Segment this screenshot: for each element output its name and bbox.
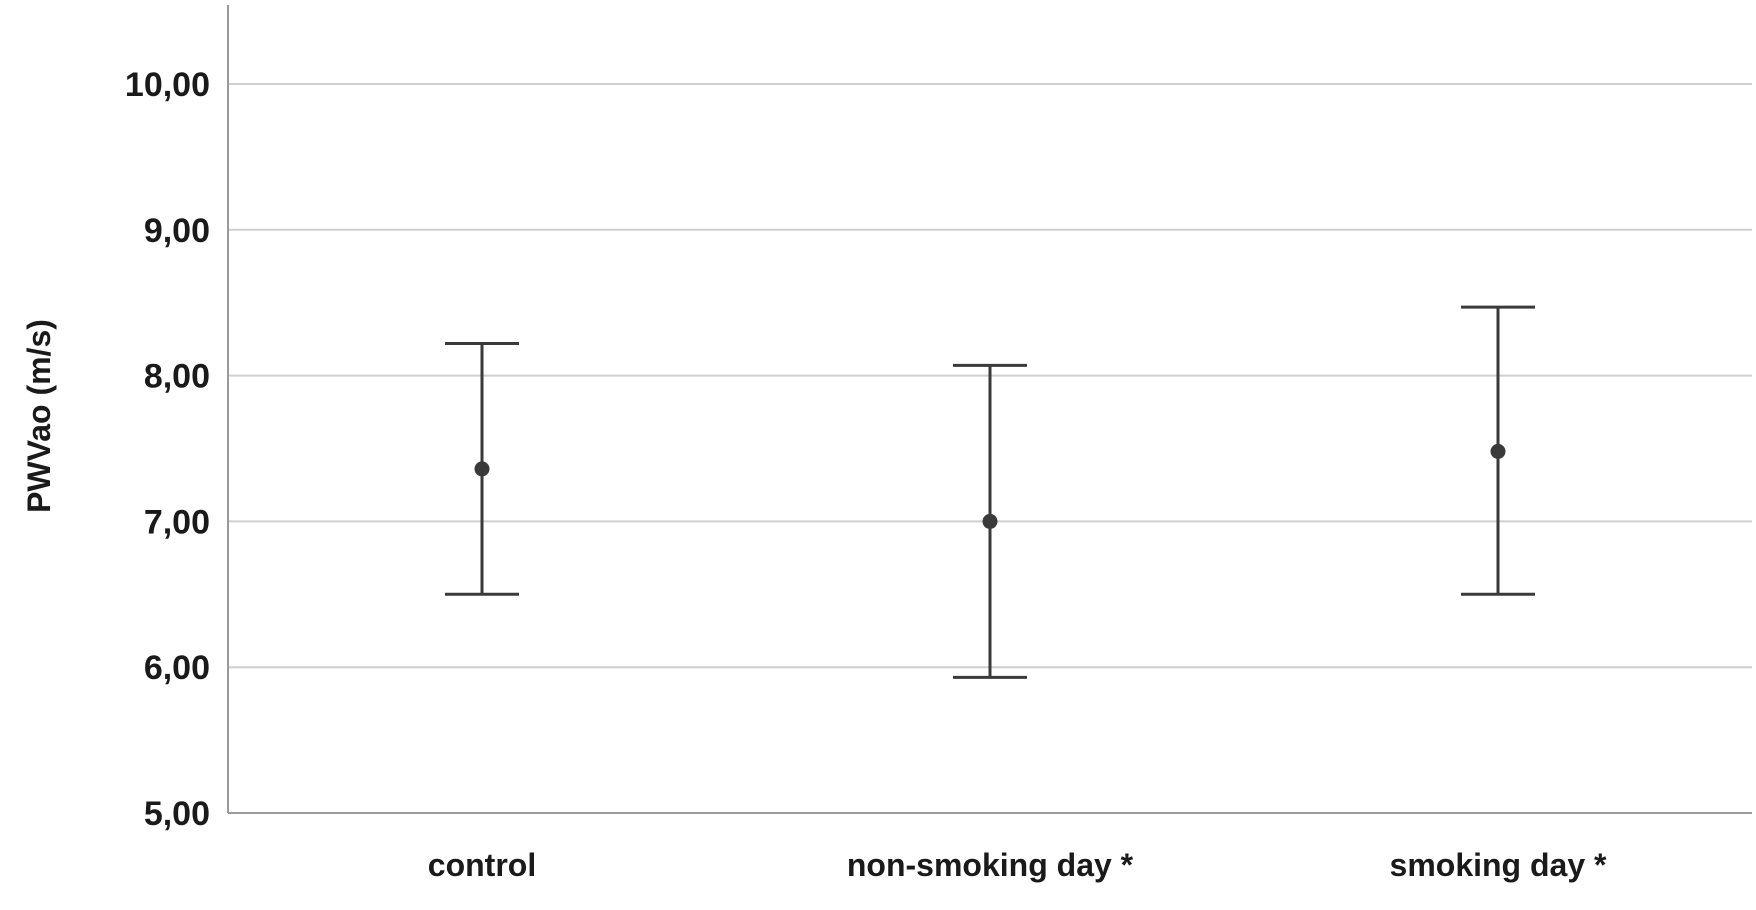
y-tick-label: 5,00	[144, 795, 210, 833]
y-tick-label: 10,00	[125, 66, 210, 104]
y-axis-title: PWVao (m/s)	[21, 319, 57, 513]
x-category-labels: control non-smoking day * smoking day *	[428, 847, 1607, 883]
x-category-label: non-smoking day *	[847, 847, 1134, 883]
error-bar-group	[953, 363, 1027, 679]
x-category-label: control	[428, 847, 536, 883]
error-bar-group	[1461, 305, 1535, 596]
x-category-label: smoking day *	[1390, 847, 1608, 883]
mean-point	[1490, 443, 1506, 459]
y-tick-label: 7,00	[144, 503, 210, 541]
y-tick-label: 8,00	[144, 358, 210, 396]
axes	[227, 5, 1752, 814]
error-bars	[445, 305, 1535, 679]
y-tick-label: 6,00	[144, 649, 210, 687]
y-tick-labels: 5,00 6,00 7,00 8,00 9,00 10,00	[125, 66, 210, 833]
y-tick-label: 9,00	[144, 212, 210, 250]
error-bar-group	[445, 342, 519, 596]
mean-point	[474, 461, 490, 477]
mean-point	[982, 513, 998, 529]
